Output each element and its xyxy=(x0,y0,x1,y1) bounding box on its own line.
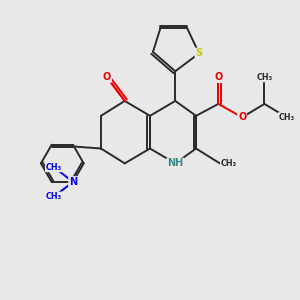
Text: CH₃: CH₃ xyxy=(279,113,295,122)
Text: O: O xyxy=(103,72,111,82)
Text: CH₃: CH₃ xyxy=(221,159,237,168)
Text: CH₃: CH₃ xyxy=(46,192,62,201)
Text: O: O xyxy=(238,112,246,122)
Text: CH₃: CH₃ xyxy=(46,163,62,172)
Text: NH: NH xyxy=(167,158,183,168)
Text: S: S xyxy=(196,48,202,59)
Text: N: N xyxy=(69,177,77,187)
Text: O: O xyxy=(214,72,223,82)
Text: CH₃: CH₃ xyxy=(256,73,272,82)
